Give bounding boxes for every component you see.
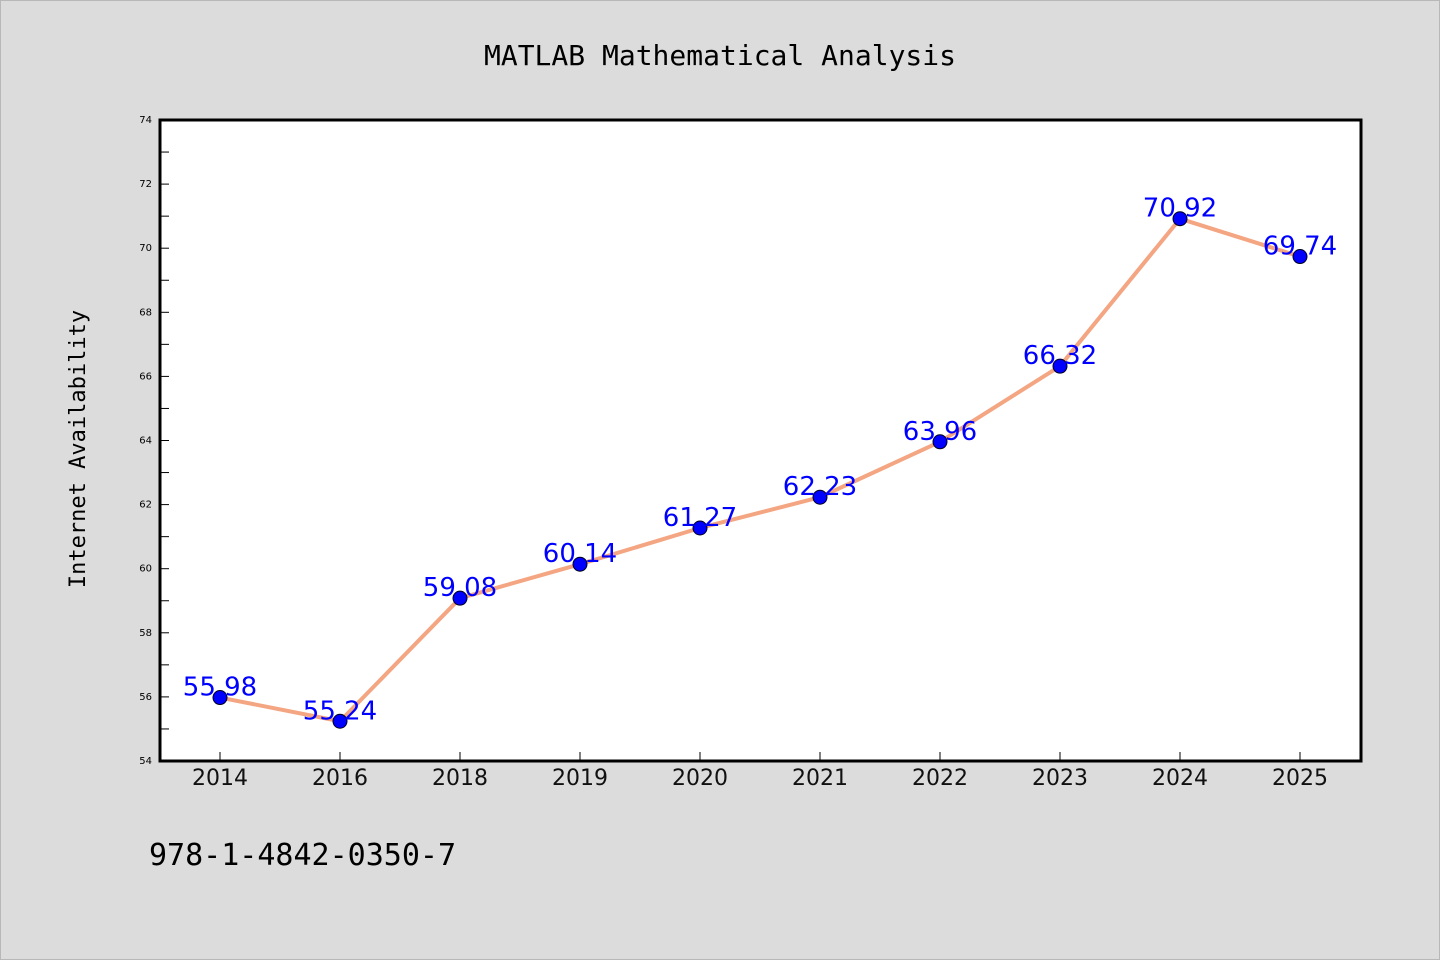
x-tick-label: 2016 bbox=[312, 766, 368, 791]
x-tick-label: 2020 bbox=[672, 766, 728, 791]
data-value-label: 55.98 bbox=[183, 673, 257, 703]
x-tick-label: 2022 bbox=[912, 766, 968, 791]
y-tick-label: 58 bbox=[139, 628, 152, 639]
data-value-label: 55.24 bbox=[303, 696, 377, 726]
y-tick-label: 70 bbox=[139, 243, 152, 254]
data-value-label: 69.74 bbox=[1263, 232, 1337, 262]
footer-identifier: 978-1-4842-0350-7 bbox=[149, 838, 456, 873]
data-point-marker bbox=[692, 520, 708, 536]
data-point-marker bbox=[812, 489, 828, 505]
data-point-marker bbox=[932, 434, 948, 450]
y-tick-label: 68 bbox=[139, 307, 152, 318]
y-axis-label: Internet Availability bbox=[66, 310, 91, 588]
data-point-marker bbox=[452, 590, 468, 606]
data-point-marker bbox=[332, 713, 348, 729]
data-point-marker bbox=[1052, 358, 1068, 374]
data-value-label: 61.27 bbox=[663, 503, 737, 533]
y-tick-label: 56 bbox=[139, 692, 152, 703]
y-tick-label: 62 bbox=[139, 500, 152, 511]
data-value-label: 60.14 bbox=[543, 539, 617, 569]
data-point-marker bbox=[572, 556, 588, 572]
x-tick-label: 2024 bbox=[1152, 766, 1208, 791]
data-markers-layer bbox=[212, 211, 1308, 729]
data-labels-layer: 55.98 55.24 59.08 60.14 61.27 62.23 63.96 66.32… bbox=[183, 194, 1337, 727]
plot-area bbox=[158, 118, 1363, 763]
data-point-marker bbox=[1292, 249, 1308, 265]
x-tick-label: 2014 bbox=[192, 766, 248, 791]
series-line bbox=[218, 216, 1302, 724]
data-value-label: 59.08 bbox=[423, 573, 497, 603]
y-tick-label: 66 bbox=[139, 371, 152, 382]
y-tick-label: 60 bbox=[139, 564, 152, 575]
y-axis-ticks: 54 56 58 60 62 64 66 68 70 72 74 bbox=[139, 115, 169, 767]
x-axis-ticks: 2014 2016 2018 2019 2020 2021 2022 2023 2024 2025 bbox=[192, 752, 1328, 791]
data-point-marker bbox=[1172, 211, 1188, 227]
data-point-marker bbox=[212, 690, 228, 706]
x-tick-label: 2023 bbox=[1032, 766, 1088, 791]
data-value-label: 70.92 bbox=[1143, 194, 1217, 224]
data-value-label: 63.96 bbox=[903, 417, 977, 447]
x-tick-label: 2018 bbox=[432, 766, 488, 791]
data-value-label: 62.23 bbox=[783, 472, 857, 502]
y-tick-label: 72 bbox=[139, 179, 152, 190]
series-line-layer bbox=[218, 216, 1302, 724]
y-tick-label: 54 bbox=[139, 756, 152, 767]
chart-title: MATLAB Mathematical Analysis bbox=[484, 39, 956, 72]
data-value-label: 66.32 bbox=[1023, 341, 1097, 371]
y-tick-label: 74 bbox=[139, 115, 152, 126]
x-tick-label: 2025 bbox=[1272, 766, 1328, 791]
y-tick-label: 64 bbox=[139, 436, 152, 447]
x-tick-label: 2021 bbox=[792, 766, 848, 791]
x-tick-label: 2019 bbox=[552, 766, 608, 791]
